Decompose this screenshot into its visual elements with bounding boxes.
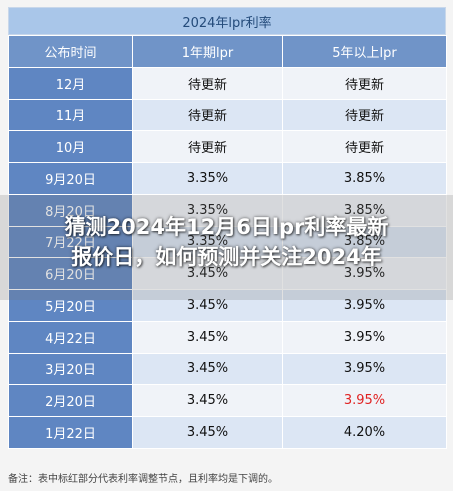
table-row: 11月 待更新 待更新 [8, 98, 447, 132]
table-row: 7月22日 3.35% 3.85% [8, 225, 447, 259]
row-five-year: 4.20% [282, 416, 447, 449]
lpr-rate-table: 公布时间 1年期lpr 5年以上lpr 12月 待更新 待更新 11月 待更新 … [8, 35, 447, 449]
row-one-year: 3.45% [132, 352, 283, 386]
row-one-year: 3.45% [132, 384, 283, 417]
row-five-year: 3.95% [282, 289, 447, 322]
table-row: 2月20日 3.45% 3.95% [8, 384, 447, 417]
row-one-year: 3.45% [132, 257, 283, 290]
table-row: 3月20日 3.45% 3.95% [8, 352, 447, 386]
table-row: 6月20日 3.45% 3.95% [8, 257, 447, 290]
row-one-year: 待更新 [132, 66, 283, 100]
table-row: 12月 待更新 待更新 [8, 66, 447, 100]
header-one-year-lpr: 1年期lpr [132, 35, 283, 68]
row-five-year: 3.95% [282, 257, 447, 290]
row-five-year-highlighted: 3.95% [282, 384, 447, 417]
row-one-year: 待更新 [132, 130, 283, 163]
row-date: 2月20日 [8, 384, 133, 417]
headline-text: 猜测2024年12月6日lpr利率最新 报价日，如何预测并关注2024年 [64, 215, 389, 269]
row-one-year: 3.45% [132, 416, 283, 449]
row-five-year: 待更新 [282, 66, 447, 100]
table-row: 4月22日 3.45% 3.95% [8, 320, 447, 354]
row-one-year: 3.35% [132, 225, 283, 259]
table-row: 10月 待更新 待更新 [8, 130, 447, 163]
table-header-row: 公布时间 1年期lpr 5年以上lpr [8, 35, 447, 68]
row-date: 1月22日 [8, 416, 133, 449]
row-one-year: 3.45% [132, 320, 283, 354]
table-row: 5月20日 3.45% 3.95% [8, 289, 447, 322]
row-five-year: 待更新 [282, 130, 447, 163]
row-date: 3月20日 [8, 352, 133, 386]
row-date: 11月 [8, 98, 133, 132]
header-publish-date: 公布时间 [8, 35, 133, 68]
table-row: 9月20日 3.35% 3.85% [8, 162, 447, 195]
row-one-year: 待更新 [132, 98, 283, 132]
row-date: 12月 [8, 66, 133, 100]
row-five-year: 3.85% [282, 162, 447, 195]
row-five-year: 3.85% [282, 193, 447, 227]
table-title: 2024年lpr利率 [8, 7, 446, 35]
headline-overlay [0, 195, 453, 300]
row-date: 9月20日 [8, 162, 133, 195]
row-five-year: 3.95% [282, 320, 447, 354]
table-footnote: 备注：表中标红部分代表利率调整节点，且利率均是下调的。 [8, 474, 278, 485]
row-five-year: 3.85% [282, 225, 447, 259]
row-date: 4月22日 [8, 320, 133, 354]
row-one-year: 3.35% [132, 162, 283, 195]
table-row: 1月22日 3.45% 4.20% [8, 416, 447, 449]
row-date: 10月 [8, 130, 133, 163]
header-five-year-lpr: 5年以上lpr [282, 35, 447, 68]
row-date: 7月22日 [8, 225, 133, 259]
row-five-year: 待更新 [282, 98, 447, 132]
row-one-year: 3.45% [132, 289, 283, 322]
row-five-year: 3.95% [282, 352, 447, 386]
row-date: 5月20日 [8, 289, 133, 322]
row-date: 6月20日 [8, 257, 133, 290]
